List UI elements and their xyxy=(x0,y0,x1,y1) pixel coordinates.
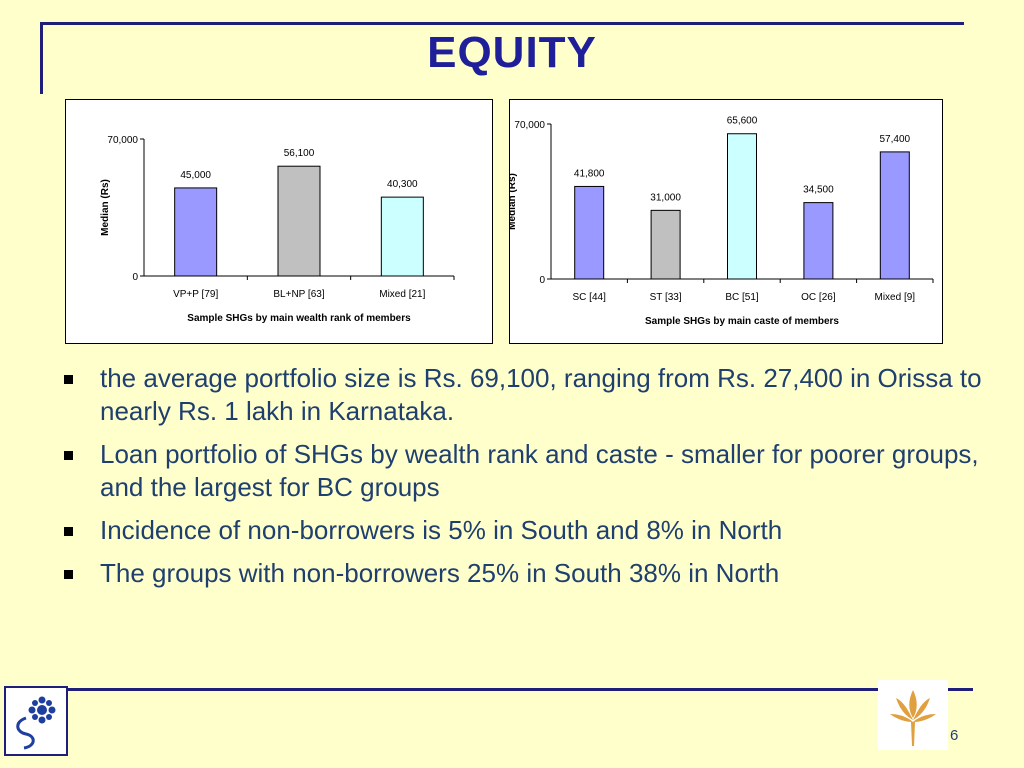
bullet-text: Incidence of non-borrowers is 5% in Sout… xyxy=(100,515,783,545)
data-label: 56,100 xyxy=(284,148,315,159)
page-number: 6 xyxy=(950,727,959,744)
y-axis-label: Median (Rs) xyxy=(100,179,111,236)
bullet-list: the average portfolio size is Rs. 69,100… xyxy=(58,362,1008,600)
bullet-item: the average portfolio size is Rs. 69,100… xyxy=(58,362,1008,428)
data-label: 31,000 xyxy=(650,192,681,203)
bar xyxy=(380,196,424,277)
bullet-text: the average portfolio size is Rs. 69,100… xyxy=(100,363,982,426)
y-tick-label: 0 xyxy=(132,272,138,283)
data-label: 34,500 xyxy=(803,185,834,196)
bar xyxy=(727,133,757,280)
bar xyxy=(803,202,834,280)
bar xyxy=(879,151,910,280)
y-axis-label: Median (Rs) xyxy=(510,173,518,230)
y-tick-label: 0 xyxy=(539,275,545,286)
bar xyxy=(174,187,218,277)
data-label: 41,800 xyxy=(574,168,605,179)
y-tick-label: 70,000 xyxy=(514,120,545,131)
bullet-square-icon xyxy=(64,451,73,460)
bullet-item: The groups with non-borrowers 25% in Sou… xyxy=(58,557,1008,590)
bullet-square-icon xyxy=(64,375,73,384)
x-tick-label: OC [26] xyxy=(801,292,836,303)
title-frame-left xyxy=(40,22,43,94)
x-tick-label: ST [33] xyxy=(650,292,682,303)
bar xyxy=(277,165,321,277)
organization-logo-icon xyxy=(4,686,68,756)
x-tick-label: BC [51] xyxy=(725,292,759,303)
chart-wealth-rank-svg: 0 70,000 Median (Rs) 45,000 VP+P [79] 56,100 B… xyxy=(100,135,455,324)
data-label: 65,600 xyxy=(727,116,758,127)
bullet-square-icon xyxy=(64,527,73,536)
bar xyxy=(574,185,605,280)
x-tick-label: Mixed [9] xyxy=(875,292,916,303)
bar xyxy=(650,209,681,280)
data-label: 40,300 xyxy=(387,179,418,190)
x-axis-label: Sample SHGs by main wealth rank of membe… xyxy=(187,313,411,324)
bullet-text: The groups with non-borrowers 25% in Sou… xyxy=(100,558,780,588)
x-tick-label: VP+P [79] xyxy=(173,289,218,300)
x-tick-label: BL+NP [63] xyxy=(273,289,324,300)
x-tick-label: Mixed [21] xyxy=(379,289,425,300)
title-frame-top xyxy=(42,22,964,25)
chart-wealth-rank: 0 70,000 Median (Rs) 45,000 VP+P [79] 56,100 B… xyxy=(65,99,493,344)
bullet-text: Loan portfolio of SHGs by wealth rank an… xyxy=(100,439,979,502)
data-label: 57,400 xyxy=(880,134,911,145)
chart-caste-svg: 0 70,000 Median (Rs) 41,800 SC [44] 31,000 ST … xyxy=(510,116,934,327)
x-tick-label: SC [44] xyxy=(573,292,607,303)
y-tick-label: 70,000 xyxy=(107,135,138,146)
flower-logo-icon xyxy=(878,680,948,750)
x-axis-label: Sample SHGs by main caste of members xyxy=(645,316,839,327)
bullet-item: Loan portfolio of SHGs by wealth rank an… xyxy=(58,438,1008,504)
data-label: 45,000 xyxy=(180,170,211,181)
bullet-item: Incidence of non-borrowers is 5% in Sout… xyxy=(58,514,1008,547)
slide-title: EQUITY xyxy=(427,28,597,77)
chart-caste: 0 70,000 Median (Rs) 41,800 SC [44] 31,000 ST … xyxy=(509,99,943,344)
bullet-square-icon xyxy=(64,570,73,579)
footer-line xyxy=(68,688,973,691)
